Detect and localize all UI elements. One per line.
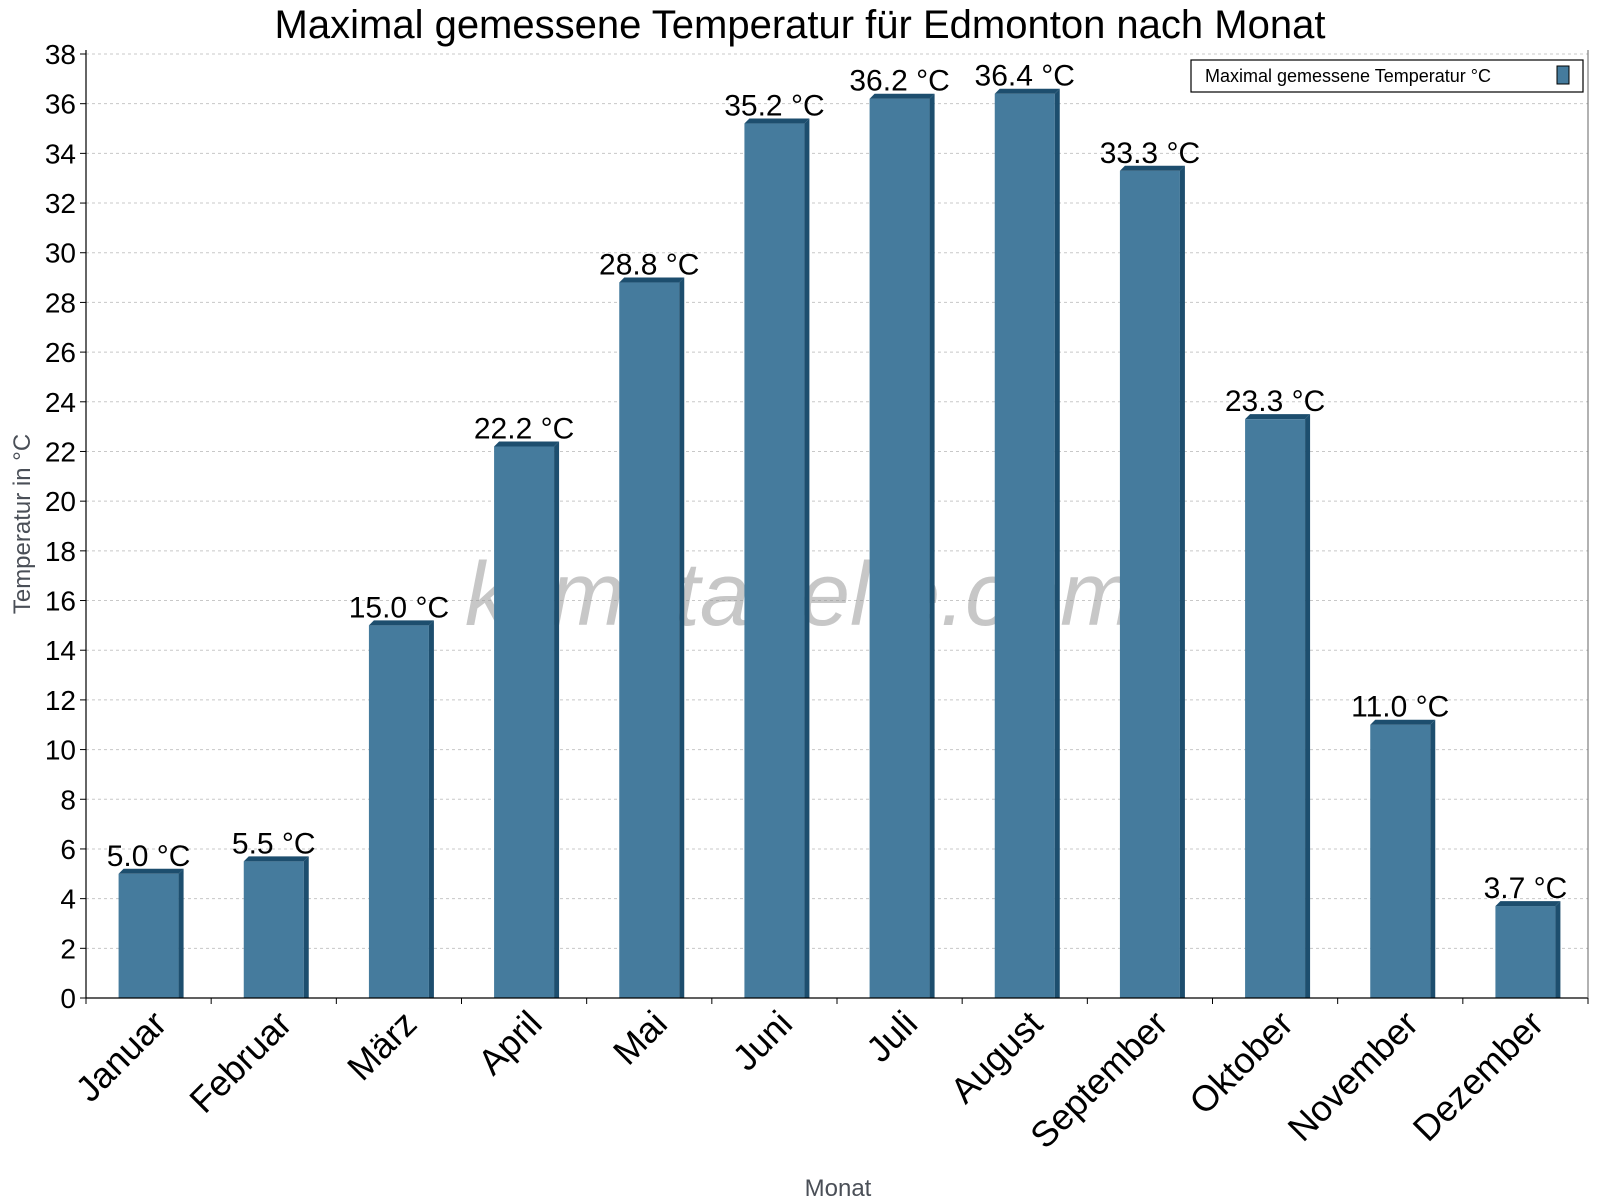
value-label: 35.2 °C [724,90,824,123]
bar-top [1245,414,1311,420]
bar-top [619,277,685,283]
value-label: 5.0 °C [107,840,191,873]
bar-side [679,277,685,998]
value-label: 36.2 °C [849,65,949,98]
bar-top [744,118,810,124]
y-tick-label: 20 [45,486,76,517]
x-tick-label: Juli [858,1003,925,1070]
bar-top [869,93,935,99]
x-tick-label: September [1022,1003,1176,1157]
chart-title: Maximal gemessene Temperatur für Edmonto… [275,3,1326,47]
x-tick-label: Januar [67,1003,174,1110]
bar-side [303,856,309,998]
value-label: 22.2 °C [474,413,574,446]
y-tick-label: 32 [45,188,76,219]
y-tick-label: 26 [45,337,76,368]
bar-side [1555,901,1561,998]
y-tick-label: 38 [45,39,76,70]
value-label: 36.4 °C [975,60,1075,93]
y-tick-label: 30 [45,238,76,269]
x-tick-label: Mai [605,1003,675,1073]
y-tick-label: 8 [60,784,76,815]
x-tick-label: Februar [181,1003,299,1121]
x-axis-title: Monat [805,1175,872,1200]
bar [994,93,1055,998]
x-tick-label: April [470,1003,550,1083]
legend-swatch [1556,65,1570,85]
value-label: 15.0 °C [349,591,449,624]
bar-side [178,868,184,998]
x-tick-label: März [339,1003,425,1089]
x-axis-ticks: Januar Februar März April Mai Juni Juli AugustS… [67,998,1589,1157]
bar [1495,906,1556,998]
bar [869,98,930,998]
bar-top [368,620,434,626]
y-tick-label: 10 [45,735,76,766]
bar-top [1495,901,1561,907]
value-label: 11.0 °C [1351,691,1449,724]
bars [118,88,1561,999]
bar [243,861,304,998]
y-tick-label: 34 [45,138,76,169]
y-tick-label: 16 [45,586,76,617]
legend: Maximal gemessene Temperatur °C [1190,59,1584,93]
bar-side [1305,414,1311,998]
value-label: 5.5 °C [232,827,316,860]
bar-side [1430,719,1436,998]
bar-top [1370,719,1436,725]
y-tick-label: 14 [45,635,76,666]
legend-box [1190,59,1584,93]
y-tick-label: 36 [45,89,76,120]
y-tick-label: 4 [60,884,76,915]
bar [1245,419,1306,998]
gridlines [86,53,1588,949]
x-tick-label: Oktober [1181,1003,1301,1123]
bar-side [1179,165,1185,999]
bar [619,282,680,998]
bar-top [243,856,309,862]
y-tick-label: 24 [45,387,76,418]
bar-side [1054,88,1060,998]
y-tick-label: 2 [60,933,76,964]
value-label: 28.8 °C [599,249,699,282]
x-tick-label: Juni [724,1003,800,1079]
bar [744,123,805,999]
y-tick-label: 18 [45,536,76,567]
bar-side [804,118,810,999]
bar [1370,724,1431,998]
value-label: 3.7 °C [1484,872,1568,905]
y-tick-label: 12 [45,685,76,716]
y-tick-label: 6 [60,834,76,865]
bar-top [494,441,560,447]
value-labels: 5.0 °C 5.5 °C 15.0 °C 22.2 °C 28.8 °C 35.2 °C… [107,60,1568,905]
bar-top [994,88,1060,94]
y-axis-title: Temperatur in °C [9,434,36,614]
value-label: 23.3 °C [1225,385,1325,418]
bar [1119,170,1180,999]
legend-label: Maximal gemessene Temperatur °C [1205,66,1491,86]
bar [494,446,555,998]
y-tick-label: 0 [60,983,76,1014]
bar-top [118,868,184,874]
x-tick-label: August [942,1003,1050,1111]
bar [368,625,429,998]
bar-top [1119,165,1185,171]
bar-side [428,620,434,998]
y-tick-label: 28 [45,287,76,318]
bar-side [554,441,560,998]
y-tick-label: 22 [45,436,76,467]
bar-side [929,93,935,998]
x-tick-label: Dezember [1405,1003,1551,1149]
bar [118,873,179,998]
x-tick-label: November [1279,1003,1425,1149]
value-label: 33.3 °C [1100,137,1200,170]
